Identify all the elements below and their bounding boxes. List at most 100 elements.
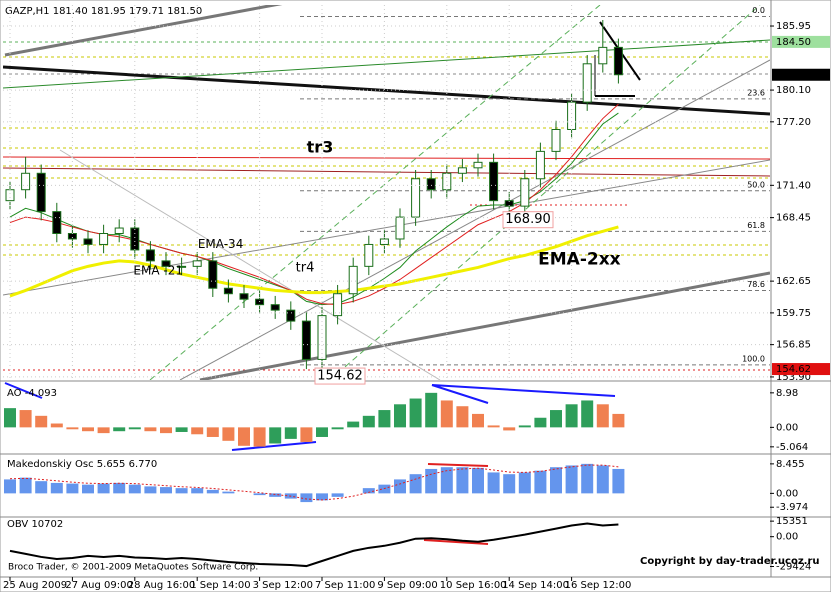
trend-line [3,65,770,116]
fib-label: 50.0 [747,180,765,189]
fib-label: 0.0 [752,6,765,15]
histogram-bar [19,477,32,494]
histogram-bar [4,408,16,428]
price-label-box [502,211,554,229]
histogram-bar [66,483,79,494]
price-marker [772,363,830,376]
candle-body [582,63,592,103]
histogram-bar [191,488,204,494]
histogram-bar [269,427,282,444]
y-tick-label: 8.98 [776,388,798,399]
candle-body [598,46,608,65]
indicator-line [9,225,619,298]
histogram-bar [35,481,48,494]
candle-body [364,243,374,267]
x-tick-label: 16 Sep 12:00 [565,580,632,591]
signal-line [9,464,619,501]
histogram-bar [487,425,500,428]
y-tick-label: 180.10 [776,85,811,96]
series-label: EMA -21 [133,263,183,277]
histogram-bar [581,463,594,494]
histogram-bar [175,488,188,494]
candle-body [67,233,77,240]
candle-body [473,161,483,169]
histogram-bar [534,470,547,494]
panel-title: Makedonskiy Osc 5.655 6.770 [7,459,157,470]
y-tick-label: -29424 [776,561,811,572]
price-marker-label: 154.62 [776,364,811,375]
y-tick-label: -3.974 [776,502,808,513]
histogram-bar [113,427,126,432]
candle-body [192,260,202,267]
histogram-bar [612,413,625,428]
y-tick-label: 168.45 [776,213,811,224]
x-tick-label: 10 Sep 16:00 [440,580,507,591]
histogram-bar [206,427,219,437]
price-marker [772,68,830,81]
candle-body [301,320,311,360]
price-label-box [314,367,366,385]
candle-body [504,200,514,207]
x-tick-label: 1 Sep 14:00 [190,580,250,591]
divergence-lines [4,382,616,545]
histogram-bar [300,493,313,503]
annotation: tr3 [307,138,334,157]
histogram-bar [82,484,94,494]
histogram-bar [128,484,141,494]
series-label: EMA-34 [198,237,243,251]
x-tick-label: 9 Sep 09:00 [377,580,437,591]
candle-body [83,238,93,245]
histogram-bar [160,487,172,494]
candle-body [535,150,545,180]
x-tick-label: 7 Sep 11:00 [315,580,375,591]
histogram-bar [347,421,360,428]
histogram-bar [331,427,344,430]
histogram-bar [144,486,157,494]
histogram-bar [238,427,250,446]
plot-area [5,15,770,370]
candle-body [333,293,343,317]
trend-line [3,159,770,296]
candle-body [208,260,218,289]
histogram-bar [19,410,32,428]
histogram-bar [97,427,110,434]
trend-line [3,39,770,89]
candle-body [99,233,109,245]
histogram-bar [362,415,375,428]
y-tick-label: -5.064 [776,442,808,453]
candle-body [239,293,249,300]
histogram-bar [612,468,625,494]
histogram-bar [175,427,188,432]
histogram-bar [503,474,516,494]
annotation: tr4 [296,261,315,276]
histogram-bar [565,404,578,428]
histogram-bar [97,483,110,494]
histogram-bar [472,413,484,428]
x-tick-label: 25 Aug 2009 [3,580,67,591]
y-tick-label: 177.20 [776,117,811,128]
level-line [3,156,770,160]
candle-body [223,287,233,295]
histogram-bar [378,410,391,428]
histogram-bar [4,479,16,494]
histogram-bar [50,482,63,494]
histogram-bar [456,406,469,428]
series-label: EMA-2xx [538,250,621,270]
histogram-bar [534,417,547,428]
histogram-bar [144,427,157,432]
x-tick-label: 28 Aug 16:00 [128,580,195,591]
candle-body [21,172,31,191]
histogram-bar [394,479,406,494]
histogram-bar [35,415,48,428]
divergence [431,384,489,404]
histogram-bar [565,465,578,494]
candle-body [426,178,436,191]
trend-line [4,5,283,57]
fib-label: 23.6 [747,88,765,97]
level-line [3,167,770,177]
histogram-bar [222,427,235,441]
candle-body [177,265,187,268]
candle-body [5,189,15,202]
